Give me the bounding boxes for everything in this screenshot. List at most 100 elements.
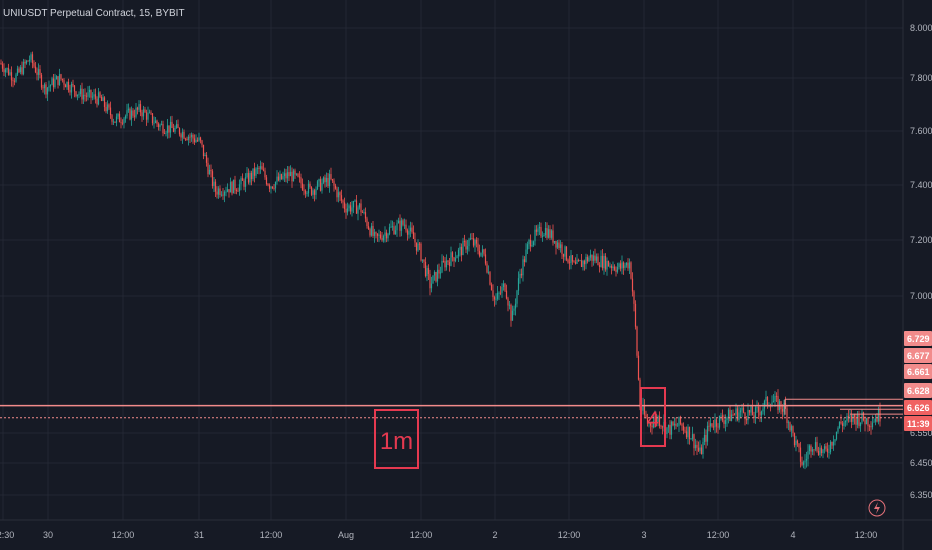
candle-body — [12, 80, 14, 82]
candle-body — [165, 132, 167, 134]
candle-body — [735, 408, 737, 415]
candle-body — [81, 88, 83, 100]
candle-body — [867, 418, 869, 427]
candle-body — [750, 406, 752, 413]
x-tick-label: 12:00 — [410, 530, 433, 540]
candle-body — [577, 259, 580, 261]
candle-body — [348, 205, 350, 209]
candle-body — [343, 202, 346, 209]
candle-body — [256, 168, 259, 169]
candle-body — [646, 417, 649, 424]
candle-body — [604, 256, 607, 270]
candle-body — [120, 122, 122, 123]
candle-body — [519, 273, 521, 279]
candle-body — [831, 441, 833, 446]
candle-body — [238, 184, 241, 192]
candle-body — [28, 59, 31, 62]
candle-body — [826, 448, 829, 453]
candle-body — [64, 84, 67, 88]
candle-body — [13, 80, 16, 82]
candle-body — [409, 227, 412, 232]
candle-body — [18, 68, 20, 73]
candle-body — [490, 284, 493, 291]
candle-body — [118, 113, 121, 123]
candle-body — [141, 112, 143, 117]
candle-body — [591, 254, 593, 261]
candle-body — [453, 257, 455, 262]
candle-body — [486, 263, 488, 273]
candle-body — [292, 170, 295, 182]
candle-body — [448, 262, 451, 266]
x-tick-label: 30 — [43, 530, 53, 540]
candle-body — [714, 419, 716, 428]
candle-body — [378, 234, 380, 236]
candle-body — [573, 261, 575, 263]
candle-body — [379, 234, 382, 239]
candle-body — [229, 182, 232, 193]
candle-body — [226, 189, 229, 192]
candle-body — [217, 188, 220, 195]
candle-body — [85, 95, 88, 97]
candle-body — [399, 220, 401, 231]
candle-body — [850, 415, 853, 422]
candle-body — [412, 232, 415, 239]
candle-body — [757, 407, 760, 412]
candle-body — [55, 76, 58, 80]
candle-body — [517, 278, 520, 291]
y-tick-label: 7.400 — [910, 180, 932, 190]
candle-body — [367, 226, 370, 230]
candle-body — [673, 423, 676, 426]
candle-body — [606, 260, 608, 270]
x-tick-label: 3 — [641, 530, 646, 540]
flash-icon[interactable] — [868, 499, 886, 517]
candle-body — [231, 182, 233, 194]
candle-body — [376, 233, 379, 236]
candle-body — [684, 430, 686, 432]
candle-body — [819, 447, 821, 455]
candle-body — [234, 179, 236, 190]
candle-body — [739, 410, 742, 413]
candle-body — [594, 255, 596, 261]
candle-body — [549, 229, 551, 238]
candle-body — [22, 61, 25, 74]
candle-body — [105, 107, 107, 112]
candle-body — [516, 290, 518, 304]
candle-body — [258, 168, 260, 169]
candle-body — [291, 171, 293, 182]
price-label-text: 6.677 — [907, 351, 930, 361]
candle-body — [43, 84, 46, 89]
candle-body — [385, 232, 388, 239]
candle-body — [652, 421, 655, 428]
candle-body — [682, 425, 685, 431]
candle-body — [822, 449, 824, 454]
price-label-bg — [904, 400, 932, 415]
candle-body — [558, 242, 560, 249]
candle-body — [655, 416, 658, 423]
candle-body — [700, 447, 703, 455]
candle-body — [550, 230, 553, 238]
candle-body — [670, 421, 673, 435]
candle-body — [93, 94, 95, 97]
candle-body — [609, 266, 611, 267]
candle-body — [748, 410, 751, 413]
candle-body — [319, 179, 322, 191]
candle-body — [622, 262, 625, 268]
candle-body — [469, 238, 472, 240]
candle-body — [246, 173, 248, 178]
candle-body — [489, 272, 491, 285]
candle-body — [222, 194, 224, 196]
candle-body — [61, 78, 64, 81]
candle-body — [465, 241, 467, 250]
candle-body — [52, 78, 55, 88]
candle-body — [667, 424, 670, 428]
candle-body — [642, 404, 644, 411]
candle-body — [159, 124, 161, 128]
candle-body — [555, 241, 557, 248]
candle-body — [802, 462, 805, 465]
candle-body — [841, 423, 844, 426]
candle-body — [111, 115, 113, 122]
candle-body — [133, 115, 136, 117]
candle-body — [535, 229, 538, 232]
candle-body — [865, 418, 868, 425]
